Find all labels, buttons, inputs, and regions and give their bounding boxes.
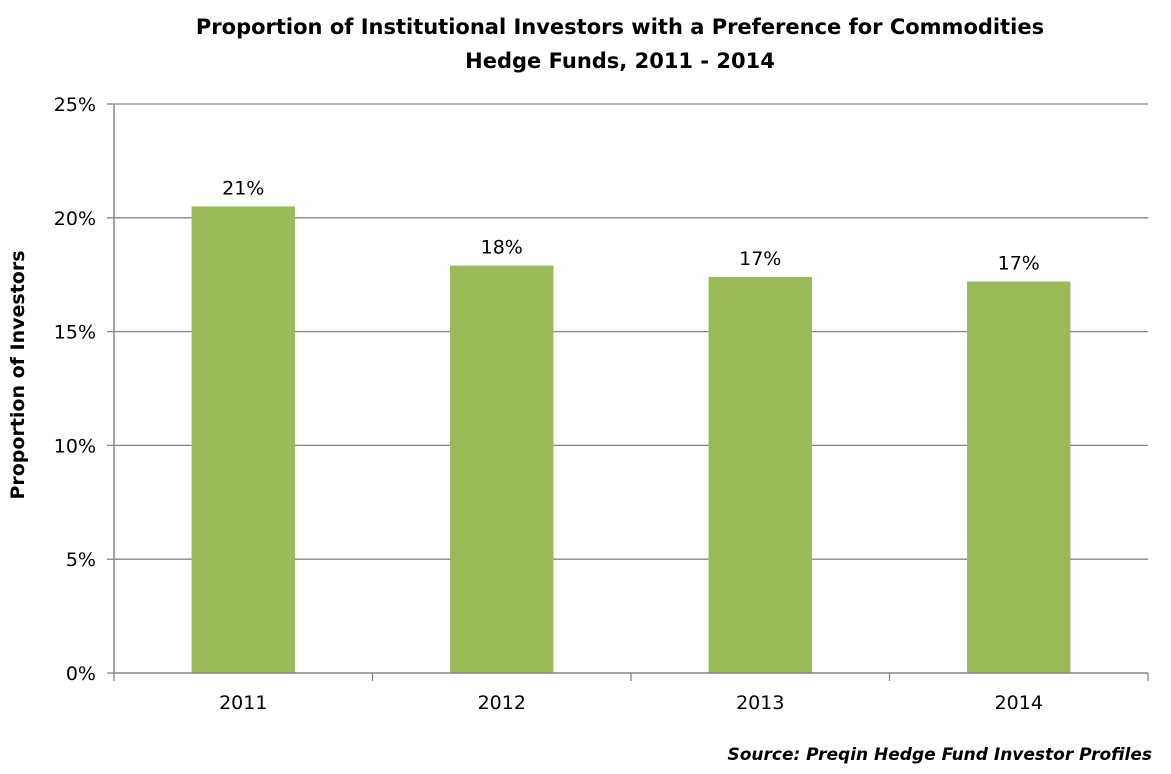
bar: [708, 276, 812, 673]
x-tick-label: 2011: [219, 692, 267, 714]
bar: [450, 265, 554, 673]
bar: [967, 281, 1071, 673]
chart-subtitle: Hedge Funds, 2011 - 2014: [465, 49, 775, 73]
axes: [107, 103, 1149, 681]
x-tick-label: 2014: [995, 692, 1043, 714]
y-tick-label: 10%: [54, 435, 96, 457]
bars: [191, 206, 1071, 674]
data-label: 21%: [222, 177, 264, 199]
x-tick-label: 2012: [478, 692, 526, 714]
y-tick-label: 15%: [54, 322, 96, 344]
y-tick-label: 0%: [66, 663, 96, 685]
labels: 0% 5% 10% 15% 20% 25% 21% 2011 18% 2012 17% 2013 17%…: [54, 94, 1043, 714]
source-note: Source: Preqin Hedge Fund Investor Profi…: [727, 745, 1152, 765]
x-tick-label: 2013: [736, 692, 784, 714]
chart-title: Proportion of Institutional Investors wi…: [196, 15, 1044, 39]
data-label: 17%: [739, 248, 781, 270]
bar: [191, 206, 295, 674]
y-axis-title: Proportion of Investors: [7, 250, 29, 499]
data-label: 17%: [998, 253, 1040, 275]
y-tick-label: 5%: [66, 549, 96, 571]
y-tick-label: 25%: [54, 94, 96, 116]
y-tick-label: 20%: [54, 208, 96, 230]
data-label: 18%: [481, 237, 523, 259]
